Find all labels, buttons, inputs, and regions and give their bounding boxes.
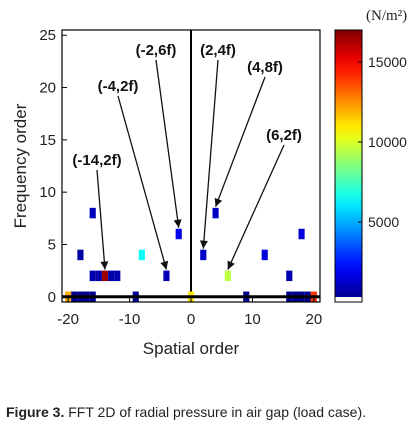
- annotation-arrowhead: [214, 197, 223, 207]
- x-tick-label: 20: [306, 311, 323, 328]
- heatmap-cell: [89, 270, 96, 282]
- heatmap-cell: [212, 207, 219, 219]
- x-tick-label: 10: [244, 311, 261, 328]
- heatmap-cell: [298, 228, 305, 240]
- annotation-arrow: [155, 59, 180, 228]
- annotation-label: (4,8f): [247, 59, 283, 76]
- heatmap-cell: [200, 249, 207, 261]
- fft-heatmap-chart: -20 -10 0 10 20 0 5 10 15 20 25 Spatial order Freque…: [11, 8, 407, 358]
- y-tick-label: 15: [39, 132, 56, 149]
- heatmap-cell: [175, 228, 182, 240]
- y-tick-label: 0: [48, 289, 56, 306]
- heatmap-cell: [286, 270, 293, 282]
- annotation-arrow: [202, 59, 219, 249]
- annotation-label: (-14,2f): [72, 152, 121, 169]
- annotation-label: (-2,6f): [136, 42, 177, 59]
- y-tick-label: 10: [39, 184, 56, 201]
- annotation-label: (2,4f): [200, 42, 236, 59]
- annotation-arrowhead: [100, 261, 109, 270]
- caption-text: FFT 2D of radial pressure in air gap (lo…: [64, 404, 367, 420]
- colorbar-tick-label: 10000: [368, 134, 407, 150]
- y-tick-label: 20: [39, 80, 56, 97]
- colorbar: [335, 30, 362, 302]
- heatmap-cell: [108, 270, 115, 282]
- heatmap-cell: [114, 270, 121, 282]
- colorbar-tick-label: 15000: [368, 54, 407, 70]
- y-tick-label: 5: [48, 236, 56, 253]
- annotation-label: (-4,2f): [98, 78, 139, 95]
- figure-caption: Figure 3. FFT 2D of radial pressure in a…: [6, 404, 410, 420]
- caption-label: Figure 3.: [6, 404, 65, 420]
- y-axis-label: Frequency order: [11, 103, 30, 228]
- heatmap-cell: [261, 249, 268, 261]
- heatmap-cell: [77, 249, 84, 261]
- x-tick-label: -20: [57, 311, 79, 328]
- x-tick-label: 0: [187, 311, 195, 328]
- annotation-arrow: [227, 144, 285, 270]
- colorbar-tick-label: 5000: [368, 214, 399, 230]
- colorbar-floor: [335, 297, 362, 302]
- heatmap-cell: [163, 270, 170, 282]
- heatmap-cell: [101, 270, 109, 282]
- heatmap-cell: [95, 270, 102, 282]
- annotation-arrowhead: [199, 240, 208, 249]
- annotation-arrowhead: [173, 219, 182, 228]
- annotation-arrow: [117, 95, 168, 270]
- y-tick-label: 25: [39, 27, 56, 44]
- x-tick-label: -10: [119, 311, 141, 328]
- annotation-arrowhead: [227, 260, 235, 270]
- colorbar-frame: [334, 29, 363, 303]
- heatmap-cell: [89, 207, 96, 219]
- heatmap-cell: [138, 249, 145, 261]
- annotation-arrow: [96, 169, 106, 270]
- annotation-arrowhead: [160, 260, 169, 270]
- colorbar-unit: (N/m²): [366, 8, 407, 24]
- x-axis-label: Spatial order: [143, 339, 240, 358]
- heatmap-cell: [224, 270, 231, 282]
- annotation-label: (6,2f): [266, 127, 302, 144]
- annotation-arrow: [214, 76, 266, 208]
- fft-heatmap-figure: -20 -10 0 10 20 0 5 10 15 20 25 Spatial order Freque…: [11, 8, 407, 358]
